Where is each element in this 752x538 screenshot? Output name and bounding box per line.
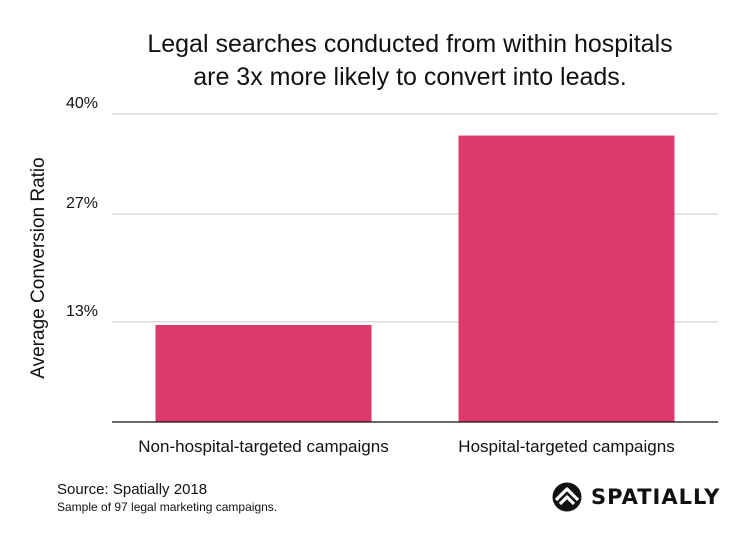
chart-title: Legal searches conducted from within hos…: [60, 28, 752, 94]
bar: [458, 135, 675, 422]
chart-title-line-2: are 3x more likely to convert into leads…: [193, 63, 627, 91]
source-text: Source: Spatially 2018: [57, 481, 208, 498]
x-category-label: Hospital-targeted campaigns: [458, 437, 674, 456]
bar-chart: 13% 27% 40% Non-hospital-targeted campaigns…: [28, 95, 718, 456]
y-tick-label: 40%: [66, 95, 98, 112]
sample-note: Sample of 97 legal marketing campaigns.: [57, 500, 278, 514]
y-tick-label: 27%: [66, 195, 98, 212]
brand-logo: SPATIALLY: [551, 480, 720, 514]
y-tick-label: 13%: [66, 303, 98, 320]
spatially-logo-icon: [552, 482, 582, 512]
brand-name: SPATIALLY: [591, 485, 721, 509]
y-axis-label: Average Conversion Ratio: [28, 157, 49, 378]
chart-title-line-1: Legal searches conducted from within hos…: [147, 30, 673, 58]
bar: [155, 324, 372, 422]
x-category-label: Non-hospital-targeted campaigns: [138, 437, 388, 456]
